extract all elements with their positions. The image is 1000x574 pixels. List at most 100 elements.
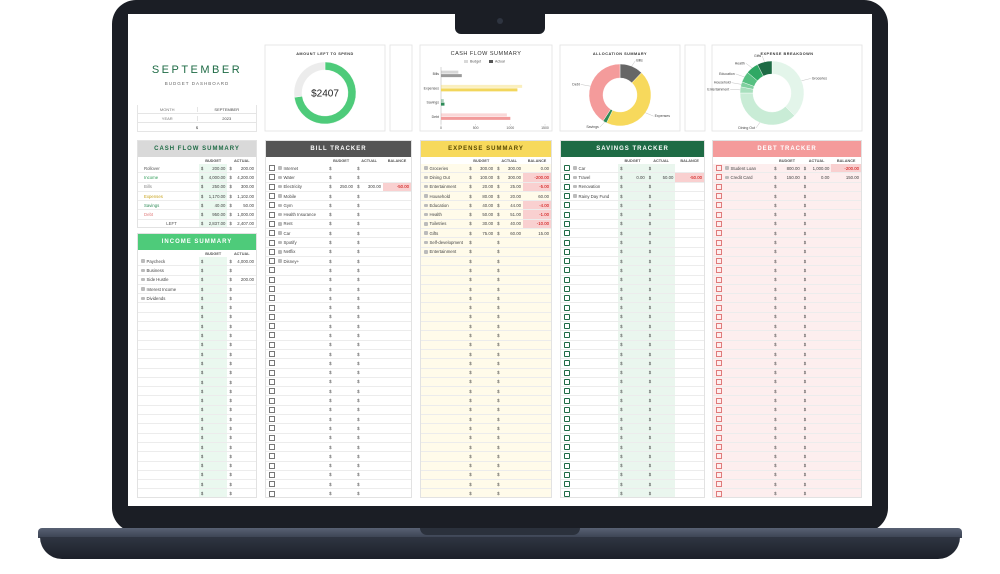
currency-sign: $ — [774, 295, 777, 301]
table-cell: $ — [467, 285, 495, 293]
table-row: $ $ — [713, 238, 861, 248]
row-name — [561, 286, 618, 292]
currency-sign: $ — [357, 472, 360, 478]
currency-sign: $ — [648, 453, 652, 459]
donut-segment — [588, 63, 621, 122]
currency-sign: $ — [497, 332, 500, 338]
table-cell: $ — [327, 294, 355, 302]
table-row: $ $ — [138, 424, 256, 434]
table-cell — [675, 341, 704, 349]
currency-sign: $ — [229, 444, 232, 450]
table-cell: $950.00 — [198, 210, 228, 219]
table-row: $ $ — [561, 219, 704, 230]
row-name: Disney+ — [266, 258, 327, 265]
table-cell: $ — [802, 257, 832, 265]
table-cell — [383, 210, 411, 218]
row-name — [713, 444, 772, 451]
label-leader — [755, 122, 760, 129]
currency-sign: $ — [497, 174, 500, 180]
currency-sign: $ — [620, 193, 623, 199]
row-label: Health Insurance — [283, 212, 317, 218]
row-name — [713, 360, 772, 367]
donut-label: Debt — [572, 82, 579, 86]
currency-sign: $ — [648, 174, 652, 180]
row-name — [713, 341, 772, 348]
table-cell: $ — [327, 276, 355, 284]
table-row: $ $ — [713, 480, 861, 490]
currency-sign: $ — [497, 258, 500, 264]
table-cell: $ — [355, 359, 383, 367]
currency-sign: $ — [620, 277, 623, 283]
currency-sign: $ — [200, 286, 204, 292]
table-cell: $ — [495, 415, 523, 423]
row-name: Side Hustle — [138, 277, 199, 282]
label-leader — [731, 82, 742, 85]
table-cell: $ — [355, 489, 383, 497]
table-row: Income $4,000.00 $4,200.00 — [138, 173, 256, 183]
table-row: $ $ — [266, 276, 411, 285]
table-cell: $ — [646, 415, 676, 424]
table-row: Internet $ $ — [266, 164, 411, 174]
checkbox — [269, 286, 275, 292]
row-name — [713, 276, 772, 283]
row-name: Credit Card — [713, 174, 772, 181]
row-icon — [278, 222, 282, 226]
currency-sign: $ — [803, 295, 807, 301]
currency-sign: $ — [469, 435, 472, 441]
table-cell: $ — [772, 359, 802, 367]
table-cell: $ — [772, 341, 802, 349]
currency-sign: $ — [648, 193, 652, 199]
table-cell: $ — [495, 313, 523, 321]
table-row: Rollover $200.00 $200.00 — [138, 164, 256, 174]
row-label: Gifts — [429, 230, 439, 236]
checkbox — [564, 239, 570, 246]
table-cell: $ — [495, 359, 523, 367]
table-cell: $ — [327, 201, 355, 209]
checkbox — [269, 406, 275, 413]
currency-sign: $ — [229, 305, 232, 311]
label-leader — [801, 78, 811, 81]
table-row: $ $ — [138, 452, 256, 462]
table-cell: $ — [467, 471, 495, 479]
table-cell — [675, 192, 704, 200]
table-cell: $0.00 — [618, 173, 647, 182]
table-cell — [675, 434, 704, 442]
currency-sign: $ — [648, 481, 652, 487]
table-row: Interest Income $ $ — [138, 284, 256, 295]
currency-sign: $ — [229, 360, 232, 366]
donut-segment — [757, 60, 773, 77]
table-cell — [831, 220, 861, 228]
table-cell: $ — [772, 201, 802, 209]
currency-sign: $ — [803, 174, 807, 180]
row-name — [561, 360, 618, 367]
currency-sign: $ — [497, 165, 500, 171]
table-row: $ $ — [138, 303, 256, 313]
row-label: Entertainment — [429, 184, 457, 190]
table-cell — [675, 285, 704, 293]
row-label: Renovation — [578, 184, 601, 190]
table-cell — [383, 415, 411, 423]
row-label: Disney+ — [283, 258, 300, 264]
cell-value: 300.00 — [507, 174, 522, 180]
checkbox — [564, 267, 570, 274]
cell-value: 1,102.00 — [237, 193, 254, 199]
currency-sign: $ — [620, 388, 623, 394]
field-row: $ — [137, 123, 257, 132]
checkbox — [716, 490, 722, 497]
table-row: $ $ — [138, 377, 256, 388]
table-cell: $ — [495, 406, 523, 414]
currency-sign: $ — [803, 472, 807, 478]
table-cell — [831, 248, 861, 256]
table-cell: $ — [495, 443, 523, 451]
currency-sign: $ — [620, 165, 623, 171]
cell-value: 44.00 — [510, 202, 522, 208]
currency-sign: $ — [357, 435, 360, 441]
table-cell: $ — [198, 415, 228, 424]
donut-label: Education — [719, 72, 735, 76]
table-cell: -5.00 — [523, 182, 551, 191]
currency-sign: $ — [329, 342, 332, 348]
row-name: Rollover — [138, 166, 199, 171]
table-cell: $ — [802, 331, 832, 339]
row-name — [561, 416, 618, 423]
table-row: Self-development $ $ — [421, 238, 551, 248]
